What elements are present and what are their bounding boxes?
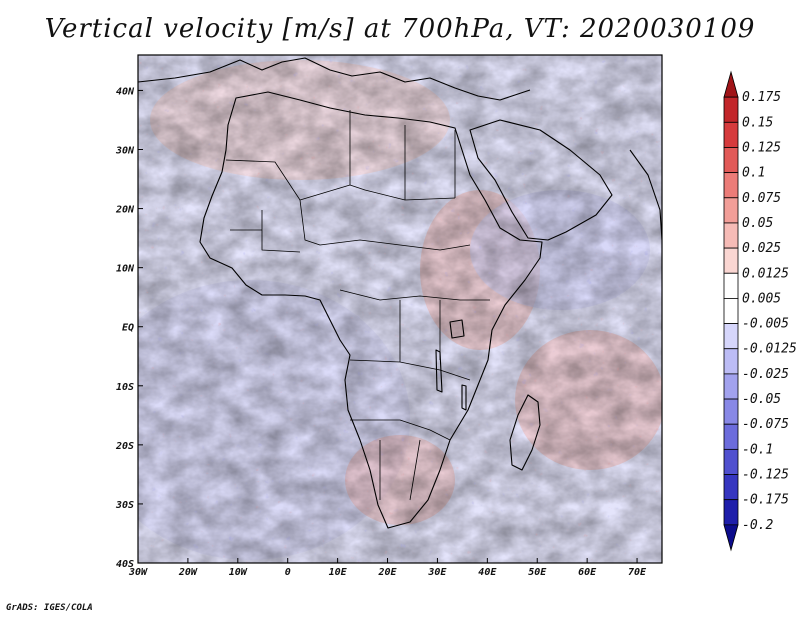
y-axis: 40S 30S 20S 10S EQ 10N 20N 30N 40N [115, 86, 143, 570]
colorbar-label: -0.025 [742, 367, 789, 382]
colorbar-label: 0.125 [742, 140, 781, 155]
colorbar-label: 0.15 [742, 115, 773, 130]
europe-coastline [138, 57, 531, 101]
colorbar-label: -0.2 [742, 518, 773, 533]
colorbar-swatch [723, 172, 739, 199]
colorbar-top-triangle [723, 70, 739, 98]
colorbar-swatch [723, 197, 739, 224]
colorbar-swatch [723, 474, 739, 501]
colorbar-swatch [723, 96, 739, 123]
y-tick-label: 10S [116, 382, 134, 393]
x-tick-label: 20E [377, 567, 397, 578]
y-tick-label: EQ [122, 323, 134, 334]
colorbar-label: -0.1 [742, 442, 773, 457]
x-tick-label: 70E [628, 567, 647, 578]
lake-malawi [461, 384, 467, 411]
colorbar-swatch [723, 348, 739, 375]
colorbar-swatch [723, 272, 739, 299]
colorbar-label: 0.0125 [742, 266, 789, 281]
colorbar-label: 0.1 [742, 166, 765, 181]
colorbar-label: 0.005 [742, 291, 781, 306]
india-coastline [629, 149, 662, 241]
colorbar-label: -0.175 [742, 493, 789, 508]
field-layer [138, 55, 662, 563]
africa-coastline [199, 91, 543, 529]
map-title: Vertical velocity [m/s] at 700hPa, VT: 2… [44, 14, 756, 44]
x-tick-label: 60E [578, 567, 597, 578]
colorbar-bottom-triangle [723, 524, 739, 552]
x-tick-label: 10W [229, 567, 248, 578]
x-tick-label: 50E [528, 567, 547, 578]
colorbar-swatch [723, 147, 739, 174]
colorbar-swatch [723, 222, 739, 249]
colorbar-label: 0.05 [742, 216, 773, 231]
colorbar-swatch [723, 121, 739, 148]
colorbar-swatch [723, 398, 739, 425]
y-tick-label: 30N [115, 146, 135, 157]
colorbar-swatch [723, 247, 739, 274]
x-tick-label: 0 [285, 567, 291, 578]
country-border [230, 210, 301, 253]
colorbar-label: 0.025 [742, 241, 781, 256]
colorbar-label: -0.05 [742, 392, 781, 407]
country-border [299, 199, 471, 251]
y-tick-label: 30S [115, 500, 134, 511]
grads-credit: GrADS: IGES/COLA [6, 603, 93, 613]
colorbar-label: -0.125 [742, 468, 789, 483]
country-border [379, 439, 421, 501]
x-tick-label: 40E [478, 567, 497, 578]
country-border [349, 110, 456, 200]
x-tick-label: 30W [128, 567, 148, 578]
x-tick-label: 10E [329, 567, 348, 578]
country-border [349, 359, 471, 381]
colorbar-swatch [723, 423, 739, 450]
x-axis: 30W 20W 10W 0 10E 20E 30E 40E 50E 60E 70E [128, 558, 647, 578]
colorbar-label: -0.075 [742, 417, 789, 432]
colorbar-swatch [723, 499, 739, 526]
colorbar-label: -0.005 [742, 317, 789, 332]
colorbar-label: 0.075 [742, 191, 781, 206]
colorbar: 0.175 0.15 0.125 0.1 0.075 0.05 0.025 0.0125 0.0… [723, 70, 797, 552]
lake-tanganyika [435, 349, 443, 393]
x-tick-label: 30E [427, 567, 447, 578]
y-tick-label: 20N [115, 205, 135, 216]
madagascar-coastline [509, 394, 541, 471]
coastlines [138, 57, 662, 529]
colorbar-label: 0.175 [742, 90, 781, 105]
y-tick-label: 40N [116, 86, 135, 97]
y-tick-label: 20S [115, 441, 134, 452]
colorbar-swatch [723, 323, 739, 350]
x-tick-label: 20W [178, 567, 198, 578]
arabia-coastline [469, 119, 613, 241]
y-tick-label: 40S [116, 559, 134, 570]
lake-victoria [449, 319, 465, 339]
country-border [339, 289, 490, 301]
country-border [350, 419, 451, 441]
colorbar-swatch [723, 448, 739, 475]
country-border [399, 300, 441, 362]
colorbar-label: -0.0125 [742, 342, 797, 357]
map-frame [137, 54, 663, 564]
colorbar-swatch [723, 298, 739, 324]
colorbar-swatch [723, 373, 739, 400]
y-tick-label: 10N [116, 264, 135, 275]
